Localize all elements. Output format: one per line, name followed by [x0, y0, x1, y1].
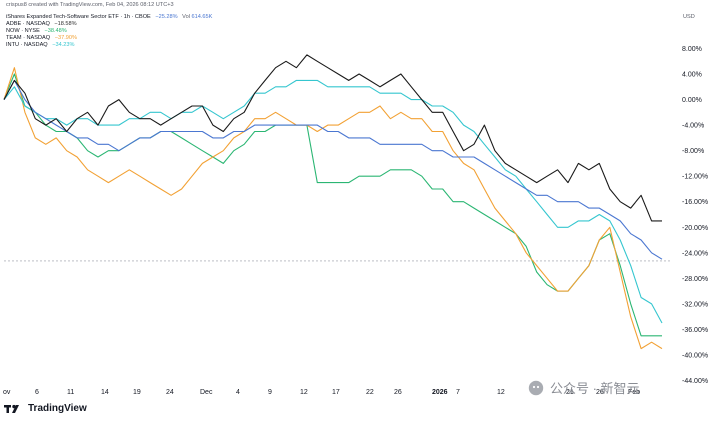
volume-label: Vol	[182, 14, 190, 20]
x-tick-label: 19	[133, 389, 141, 396]
legend-item-now[interactable]: NOW · NYSE −38.48%	[6, 28, 67, 35]
y-tick-label: -44.00%	[682, 378, 708, 385]
legend-ticker: NOW · NYSE	[6, 28, 40, 34]
x-tick-label: 7	[456, 389, 460, 396]
series-line-adbe[interactable]	[3, 54, 662, 222]
x-tick-label: 9	[268, 389, 272, 396]
x-tick-label: 12	[497, 389, 505, 396]
x-tick-label: Feb	[628, 389, 640, 396]
y-tick-label: -36.00%	[682, 327, 708, 334]
x-tick-label: 2026	[432, 389, 448, 396]
instrument-change: −25.28%	[155, 14, 178, 20]
y-tick-label: 0.00%	[682, 97, 702, 104]
series-line-team[interactable]	[3, 67, 663, 350]
y-tick-label: 4.00%	[682, 72, 702, 79]
x-tick-label: ov	[3, 389, 11, 396]
brand-name: TradingView	[28, 403, 87, 414]
x-tick-label: 11	[67, 389, 74, 396]
legend-item-intu[interactable]: INTU · NASDAQ −34.23%	[6, 42, 74, 49]
y-tick-label: -8.00%	[682, 148, 704, 155]
y-tick-label: -16.00%	[682, 199, 708, 206]
legend-ticker: TEAM · NASDAQ	[6, 35, 51, 41]
tradingview-brand: TradingView	[4, 403, 87, 414]
x-tick-label: 22	[366, 389, 374, 396]
y-tick-label: -24.00%	[682, 250, 708, 257]
legend-ticker: INTU · NASDAQ	[6, 42, 48, 48]
created-by-note: crispus8 created with TradingView.com, F…	[6, 2, 174, 8]
legend-item-adbe[interactable]: ADBE · NASDAQ −18.58%	[6, 21, 77, 28]
series-line-ishares[interactable]	[3, 79, 663, 260]
y-tick-label: -20.00%	[682, 225, 708, 232]
x-tick-label: 14	[101, 389, 109, 396]
y-tick-label: -32.00%	[682, 301, 708, 308]
x-tick-label: Dec	[200, 389, 213, 396]
y-tick-label: -12.00%	[682, 174, 708, 181]
y-tick-label: 8.00%	[682, 46, 702, 53]
x-tick-label: 26	[394, 389, 402, 396]
currency-label: USD	[683, 14, 695, 20]
x-tick-label: 26	[596, 389, 604, 396]
legend-change: −37.90%	[54, 35, 77, 41]
x-tick-label: 6	[35, 389, 39, 396]
watermark-text: 公众号 · 新智元	[550, 381, 640, 396]
instrument-title: iShares Expanded Tech-Software Sector ET…	[6, 14, 212, 21]
x-tick-label: 24	[166, 389, 174, 396]
y-tick-label: -4.00%	[682, 123, 704, 130]
y-tick-label: -40.00%	[682, 352, 708, 359]
volume-value: 614.65K	[191, 14, 213, 20]
x-tick-label: 17	[332, 389, 340, 396]
x-tick-label: 4	[236, 389, 240, 396]
y-tick-label: -28.00%	[682, 276, 708, 283]
legend-item-team[interactable]: TEAM · NASDAQ −37.90%	[6, 35, 77, 42]
legend-change: −18.58%	[54, 21, 77, 27]
wechat-icon	[528, 380, 544, 395]
series-line-now[interactable]	[3, 73, 662, 337]
legend-change: −38.48%	[44, 28, 67, 34]
legend-change: −34.23%	[52, 42, 75, 48]
x-tick-label: 12	[300, 389, 308, 396]
series-line-intu[interactable]	[3, 79, 663, 324]
watermark: 公众号 · 新智元	[528, 378, 640, 397]
legend-ticker: ADBE · NASDAQ	[6, 21, 50, 27]
x-tick-label: 21	[566, 389, 574, 396]
instrument-name: iShares Expanded Tech-Software Sector ET…	[6, 14, 151, 20]
tradingview-logo-icon	[4, 404, 19, 413]
